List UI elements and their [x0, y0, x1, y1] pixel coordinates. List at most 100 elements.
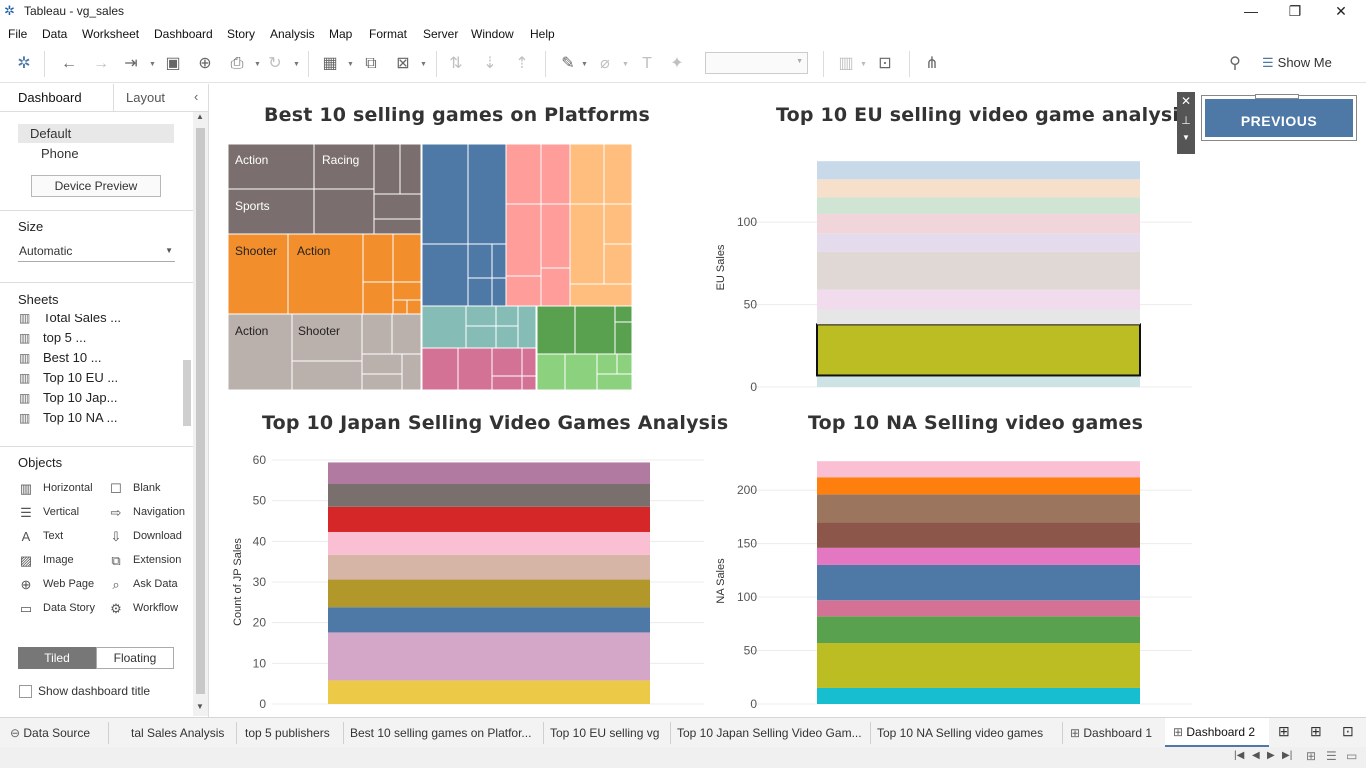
new-sheet-dropdown-icon[interactable]: ▼ [347, 61, 354, 68]
sort-descending-icon[interactable]: ⇡ [515, 55, 529, 72]
device-default[interactable]: Default [18, 124, 174, 143]
pause-dropdown-icon[interactable]: ▼ [254, 61, 261, 68]
jp-chart[interactable]: 0 10 20 30 40 50 60 Count of JP Sales [228, 448, 708, 708]
object-horizontal[interactable]: ▥ Horizontal [19, 481, 93, 496]
refresh-icon[interactable]: ↻ [268, 55, 282, 72]
device-phone[interactable]: Phone [41, 146, 79, 161]
menu-worksheet[interactable]: Worksheet [82, 27, 140, 41]
save-icon[interactable]: ▣ [165, 55, 181, 72]
first-sheet-icon[interactable]: |◀ [1234, 750, 1245, 761]
object-extension[interactable]: ⧉ Extension [111, 553, 181, 568]
replay-dropdown-icon[interactable]: ▼ [149, 61, 156, 68]
object-vertical[interactable]: ☰ Vertical [20, 505, 80, 520]
menu-help[interactable]: Help [530, 27, 555, 41]
menu-story[interactable]: Story [227, 27, 256, 41]
close-window-button[interactable]: ✕ [1335, 3, 1347, 19]
presentation-icon[interactable]: ⊡ [878, 55, 892, 72]
floating-toggle[interactable]: Floating [96, 647, 174, 669]
show-me-button[interactable]: ☰ Show Me [1262, 55, 1332, 70]
previous-button[interactable]: PREVIOUS [1201, 95, 1357, 141]
share-icon[interactable]: ⋔ [925, 55, 939, 72]
pause-updates-icon[interactable]: ⎙ [230, 55, 244, 72]
object-ask-data[interactable]: ⌕ Ask Data [112, 577, 177, 592]
fit-icon[interactable]: ▥ [838, 55, 854, 72]
drag-handle[interactable] [1255, 94, 1299, 99]
device-preview-button[interactable]: Device Preview [31, 175, 161, 197]
clear-icon[interactable]: ⊠ [396, 55, 410, 72]
sheet-item[interactable]: ▥ Total Sales ... [19, 314, 121, 325]
tab-best10[interactable]: Best 10 selling games on Platfor... [350, 726, 532, 740]
tab-top10-japan[interactable]: Top 10 Japan Selling Video Gam... [677, 726, 862, 740]
menu-server[interactable]: Server [423, 27, 459, 41]
menu-map[interactable]: Map [329, 27, 353, 41]
collapse-pane-icon[interactable]: ‹ [194, 89, 199, 104]
tab-data-source[interactable]: ⊖ Data Source [10, 726, 91, 740]
refresh-dropdown-icon[interactable]: ▼ [293, 61, 300, 68]
tiled-toggle[interactable]: Tiled [18, 647, 96, 669]
labels-icon[interactable]: T [642, 55, 652, 72]
na-chart[interactable]: 0 50 100 150 200 NA Sales [710, 448, 1194, 708]
menu-window[interactable]: Window [471, 27, 514, 41]
fit-dropdown-icon[interactable]: ▼ [860, 61, 867, 68]
eu-chart[interactable]: 0 50 100 EU Sales [710, 140, 1194, 400]
tab-dashboard[interactable]: Dashboard [18, 90, 82, 105]
menu-data[interactable]: Data [42, 27, 68, 41]
new-dashboard-tab-icon[interactable]: ⊞ [1310, 723, 1322, 739]
object-web-page[interactable]: ⊕ Web Page [20, 577, 95, 592]
pin-icon[interactable]: ✦ [670, 55, 684, 72]
treemap-chart[interactable]: Action Racing Sports Shooter Action Acti… [228, 144, 632, 390]
swap-icon[interactable]: ⇅ [449, 55, 463, 72]
size-select[interactable]: Automatic ▼ [18, 242, 175, 262]
sort-ascending-icon[interactable]: ⇣ [483, 55, 497, 72]
floating-object-controls[interactable]: ✕ ⊥ ▼ [1177, 92, 1195, 154]
new-worksheet-tab-icon[interactable]: ⊞ [1278, 723, 1290, 739]
replay-icon[interactable]: ⇥ [124, 55, 138, 72]
sheet-item[interactable]: ▥ Best 10 ... [19, 350, 102, 365]
last-sheet-icon[interactable]: ▶| [1282, 750, 1293, 761]
highlight-dropdown-icon[interactable]: ▼ [581, 61, 588, 68]
new-data-source-icon[interactable]: ⊕ [198, 55, 212, 72]
menu-format[interactable]: Format [369, 27, 408, 41]
group-icon[interactable]: ⌀ [600, 55, 610, 72]
tab-dashboard-2[interactable]: ⊞ Dashboard 2 [1165, 718, 1269, 748]
sheet-item[interactable]: ▥ top 5 ... [19, 330, 87, 345]
tab-top10-na[interactable]: Top 10 NA Selling video games [877, 726, 1044, 740]
group-dropdown-icon[interactable]: ▼ [622, 61, 629, 68]
sheet-item[interactable]: ▥ Top 10 Jap... [19, 390, 118, 405]
prev-sheet-icon[interactable]: ◀ [1252, 750, 1260, 761]
tab-layout[interactable]: Layout [126, 90, 166, 105]
object-navigation[interactable]: ⇨ Navigation [110, 505, 185, 520]
next-sheet-icon[interactable]: ▶ [1267, 750, 1275, 761]
sheet-item[interactable]: ▥ Top 10 NA ... [19, 410, 118, 425]
left-pane-scrollbar[interactable]: ▲ ▼ [193, 112, 208, 716]
fit-combo-box[interactable]: ▼ [705, 52, 808, 74]
menu-dashboard[interactable]: Dashboard [154, 27, 213, 41]
tableau-home-icon[interactable]: ✲ [17, 55, 31, 72]
object-blank[interactable]: ☐ Blank [110, 481, 161, 496]
show-filmstrip-icon[interactable]: ☰ [1326, 749, 1337, 763]
show-tabs-icon[interactable]: ▭ [1346, 749, 1358, 763]
object-download[interactable]: ⇩ Download [110, 529, 182, 544]
menu-file[interactable]: File [8, 27, 28, 41]
sheets-scrollbar[interactable] [183, 360, 191, 426]
object-data-story[interactable]: ▭ Data Story [19, 601, 95, 616]
object-workflow[interactable]: ⚙ Workflow [110, 601, 179, 616]
new-story-tab-icon[interactable]: ⊡ [1342, 723, 1354, 739]
sheet-item[interactable]: ▥ Top 10 EU ... [19, 370, 119, 385]
show-title-checkbox[interactable] [19, 685, 32, 698]
new-worksheet-icon[interactable]: ▦ [322, 55, 338, 72]
duplicate-icon[interactable]: ⧉ [365, 55, 377, 72]
redo-icon[interactable]: → [93, 55, 109, 72]
clear-dropdown-icon[interactable]: ▼ [420, 61, 427, 68]
menu-analysis[interactable]: Analysis [270, 27, 315, 41]
tab-top10-eu[interactable]: Top 10 EU selling vg [550, 726, 660, 740]
show-sheet-sorter-icon[interactable]: ⊞ [1306, 749, 1317, 763]
object-text[interactable]: A Text [22, 529, 64, 544]
minimize-button[interactable]: — [1244, 3, 1258, 19]
tab-total-sales[interactable]: tal Sales Analysis [131, 726, 225, 740]
object-image[interactable]: ▨ Image [19, 553, 74, 568]
tab-dashboard-1[interactable]: ⊞ Dashboard 1 [1070, 726, 1153, 740]
highlight-icon[interactable]: ✎ [561, 55, 575, 72]
binoculars-icon[interactable]: ⚲ [1229, 55, 1241, 72]
undo-icon[interactable]: ← [61, 55, 77, 72]
